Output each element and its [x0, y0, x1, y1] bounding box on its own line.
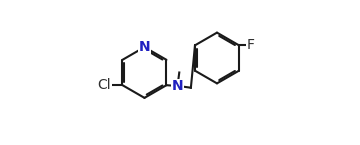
Text: F: F: [247, 38, 255, 52]
Text: N: N: [172, 79, 184, 93]
Text: Cl: Cl: [97, 78, 111, 92]
Text: N: N: [139, 40, 150, 54]
